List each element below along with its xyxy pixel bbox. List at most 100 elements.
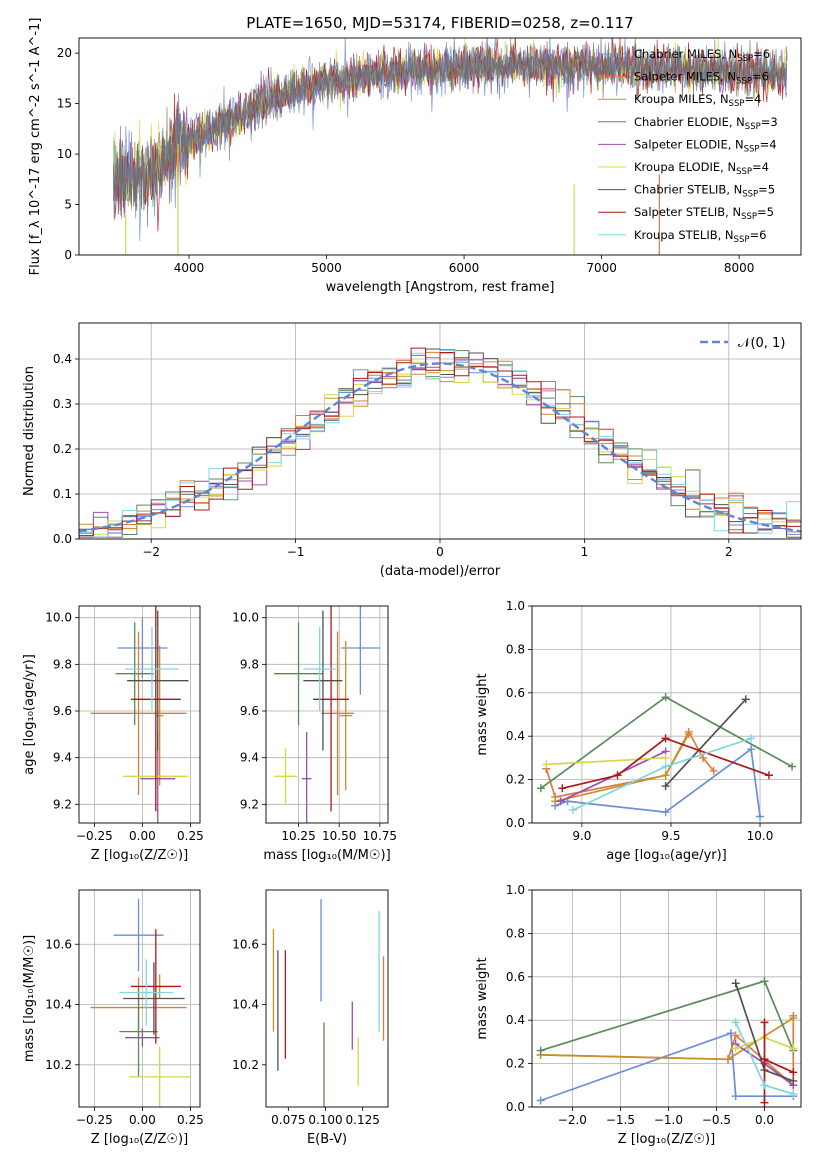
axes-frame	[265, 889, 389, 1108]
weight-series-point	[789, 1068, 798, 1077]
legend-label-suffix: =5	[758, 183, 775, 197]
data-point-errorbar	[303, 627, 336, 711]
x-tick-label: −0.25	[76, 1113, 113, 1127]
observed-spectrum-line	[113, 38, 788, 228]
data-point-errorbar	[130, 606, 181, 812]
y-tick-label: 5	[64, 198, 72, 212]
y-tick-label: 0	[64, 248, 72, 262]
y-tick-label: 0.4	[53, 352, 72, 366]
weight-vs-age-panel: 9.0 9.5 10.0 0.0 0.2 0.4 0.6 0.8 1.0 age [log₁₀(a…	[475, 599, 802, 863]
figure-title: PLATE=1650, MJD=53174, FIBERID=0258, z=0…	[246, 14, 633, 32]
y-tick-label: 20	[57, 46, 72, 60]
y-tick-label: 9.2	[53, 797, 72, 811]
y-axis-label: Flux [f_λ 10^-17 erg cm^-2 s^-1 A^-1]	[28, 18, 43, 276]
x-tick-label: 0.25	[177, 1113, 204, 1127]
y-tick-label: 0.2	[506, 773, 525, 787]
y-axis-label: age [log₁₀(age/yr)]	[22, 654, 37, 775]
legend-label-suffix: =4	[752, 160, 769, 174]
axes-frame	[531, 605, 802, 824]
legend-label: Chabrier STELIB, NSSP=5	[634, 183, 775, 200]
x-tick-label: 9.5	[661, 829, 680, 843]
weight-series-line	[664, 698, 747, 787]
y-tick-label: 10.4	[232, 998, 259, 1012]
x-tick-label: 0.125	[346, 1113, 380, 1127]
plot-marks	[90, 899, 191, 1107]
legend-label-text: Salpeter MILES, N	[634, 70, 736, 84]
weight-series-point	[536, 784, 545, 793]
legend-label-text: Kroupa STELIB, N	[634, 228, 734, 242]
x-axis-label: Z [log₁₀(Z/Z☉)]	[91, 1132, 188, 1147]
weight-series-point	[789, 1076, 798, 1085]
y-tick-label: 0.0	[506, 1100, 525, 1114]
legend-label-suffix: =6	[753, 47, 770, 61]
weight-series-point	[789, 1044, 798, 1053]
residuals-panel: −2 −1 0 1 2 0.0 0.1 0.2 0.3 0.4 (data-model)/error…	[22, 322, 802, 579]
data-point-errorbar	[127, 610, 189, 751]
x-axis-label: age [log₁₀(age/yr)]	[606, 848, 727, 863]
x-tick-label: −1	[287, 545, 305, 559]
data-point-errorbar	[340, 606, 380, 695]
weight-series-point	[558, 784, 567, 793]
weight-series-point	[613, 771, 622, 780]
y-tick-label: 0.8	[506, 926, 525, 940]
weight-series-point	[536, 1046, 545, 1055]
weight-series-point	[731, 1018, 740, 1027]
x-tick-label: 0.075	[271, 1113, 305, 1127]
y-axis-label: mass weight	[475, 957, 490, 1039]
residual-histogram	[79, 347, 801, 539]
weight-series-point	[731, 1044, 740, 1053]
plot-marks	[272, 899, 385, 1107]
legend-label-suffix: =6	[749, 228, 766, 242]
legend-label-subscript: SSP	[734, 235, 750, 245]
legend-label-suffix: =3	[761, 115, 778, 129]
legend-label: Kroupa ELODIE, NSSP=4	[634, 160, 769, 177]
y-tick-label: 0.0	[506, 816, 525, 830]
plot-marks	[536, 977, 798, 1107]
legend-label: Chabrier MILES, NSSP=6	[634, 47, 770, 64]
x-tick-label: 5000	[311, 261, 342, 275]
y-tick-label: 9.2	[240, 797, 259, 811]
weight-series-point	[760, 1055, 769, 1064]
x-axis-label: mass [log₁₀(M/M☉)]	[263, 848, 390, 863]
weight-series-point	[699, 753, 708, 762]
data-point-errorbar	[119, 986, 158, 1077]
legend-label-subscript: SSP	[745, 122, 761, 132]
legend-label: Salpeter ELODIE, NSSP=4	[634, 137, 777, 154]
legend-label: Kroupa STELIB, NSSP=6	[634, 228, 766, 245]
y-axis-label: Normed distribution	[22, 366, 37, 496]
weight-series-point	[661, 762, 670, 771]
x-tick-label: −0.5	[702, 1113, 731, 1127]
axes-frame	[531, 889, 802, 1108]
weight-series-point	[731, 1031, 740, 1040]
legend-label-subscript: SSP	[736, 167, 752, 177]
x-tick-label: 4000	[174, 261, 205, 275]
legend-label-suffix: =4	[744, 92, 761, 106]
weight-series-point	[556, 797, 565, 806]
y-tick-label: 0.2	[506, 1057, 525, 1071]
data-point-errorbar	[125, 627, 179, 711]
weight-series-point	[726, 1029, 735, 1038]
y-tick-label: 9.6	[53, 704, 72, 718]
y-tick-label: 15	[57, 97, 72, 111]
legend-label-text: Chabrier MILES, N	[634, 47, 737, 61]
y-tick-label: 0.0	[53, 532, 72, 546]
y-tick-label: 9.6	[240, 704, 259, 718]
weight-series-line	[562, 737, 770, 790]
normal-reference-curve	[79, 362, 801, 533]
x-tick-label: 0.00	[129, 829, 156, 843]
y-tick-label: 9.4	[53, 751, 72, 765]
plot-marks	[79, 347, 801, 539]
weight-series-point	[731, 1092, 740, 1101]
weight-series-point	[661, 808, 670, 817]
legend-label-text: Salpeter STELIB, N	[634, 205, 741, 219]
data-point-errorbar	[321, 631, 354, 795]
x-tick-label: −1.5	[606, 1113, 635, 1127]
data-point-errorbar	[119, 959, 174, 1026]
data-point-errorbar	[303, 610, 343, 751]
legend-label: Chabrier ELODIE, NSSP=3	[634, 115, 778, 132]
axes-frame	[78, 37, 802, 256]
spectrum-panel: 4000 5000 6000 7000 8000 0 5 10 15 20 wavelength […	[28, 18, 802, 295]
weight-series-point	[756, 812, 765, 821]
y-tick-label: 10.2	[232, 1058, 259, 1072]
